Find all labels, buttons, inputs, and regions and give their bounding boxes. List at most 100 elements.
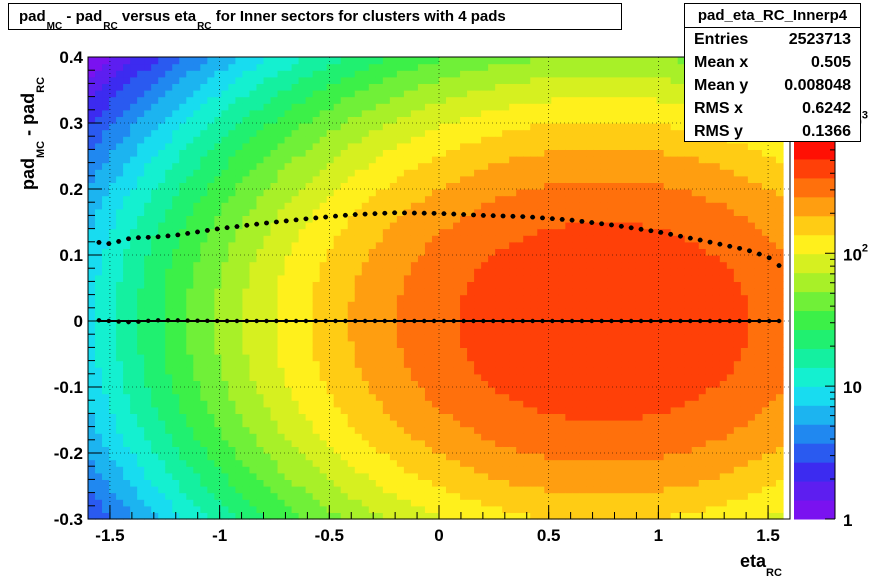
heatmap-cell	[277, 406, 286, 414]
heatmap-cell	[361, 70, 370, 78]
heatmap-cell	[158, 446, 166, 454]
heatmap-cell	[460, 420, 468, 428]
heatmap-cell	[502, 472, 510, 480]
heatmap-cell	[263, 505, 272, 513]
heatmap-cell	[123, 63, 131, 71]
heatmap-cell	[382, 426, 391, 434]
heatmap-cell	[193, 76, 201, 84]
heatmap-cell	[242, 123, 251, 131]
heatmap-cell	[572, 142, 580, 150]
heatmap-cell	[179, 208, 187, 216]
heatmap-cell	[354, 222, 363, 230]
heatmap-cell	[460, 241, 468, 249]
heatmap-cell	[298, 281, 307, 289]
heatmap-cell	[572, 149, 580, 157]
heatmap-cell	[270, 472, 279, 480]
heatmap-cell	[144, 248, 152, 256]
heatmap-cell	[551, 406, 559, 414]
heatmap-cell	[495, 261, 503, 269]
heatmap-cell	[389, 235, 398, 243]
heatmap-cell	[460, 360, 468, 368]
heatmap-cell	[319, 314, 328, 322]
heatmap-cell	[502, 486, 510, 494]
heatmap-cell	[572, 274, 580, 282]
heatmap-cell	[116, 301, 124, 309]
heatmap-cell	[565, 413, 573, 421]
heatmap-cell	[417, 189, 426, 197]
heatmap-cell	[270, 136, 279, 144]
heatmap-cell	[109, 380, 117, 388]
heatmap-cell	[312, 406, 321, 414]
heatmap-cell	[151, 281, 159, 289]
heatmap-cell	[347, 274, 356, 282]
heatmap-cell	[270, 156, 279, 164]
heatmap-cell	[130, 76, 138, 84]
heatmap-cell	[530, 367, 538, 375]
heatmap-cell	[481, 340, 489, 348]
heatmap-cell	[396, 393, 405, 401]
heatmap-cell	[410, 195, 419, 203]
heatmap-cell	[319, 83, 328, 91]
heatmap-cell	[453, 373, 461, 381]
heatmap-cell	[95, 367, 103, 375]
heatmap-cell	[88, 472, 96, 480]
heatmap-cell	[586, 466, 595, 474]
heatmap-cell	[256, 268, 265, 276]
heatmap-cell	[551, 235, 559, 243]
heatmap-cell	[417, 446, 426, 454]
heatmap-cell	[144, 129, 152, 137]
heatmap-cell	[558, 301, 566, 309]
heatmap-cell	[375, 248, 384, 256]
heatmap-cell	[544, 354, 552, 362]
heatmap-cell	[256, 248, 265, 256]
heatmap-cell	[551, 453, 559, 461]
heatmap-cell	[509, 255, 517, 263]
heatmap-cell	[537, 222, 545, 230]
heatmap-cell	[424, 195, 433, 203]
heatmap-cell	[249, 123, 258, 131]
heatmap-cell	[130, 83, 138, 91]
heatmap-cell	[130, 453, 138, 461]
heatmap-cell	[396, 472, 405, 480]
heatmap-cell	[565, 195, 573, 203]
heatmap-cell	[530, 459, 538, 467]
heatmap-cell	[579, 76, 588, 84]
heatmap-cell	[249, 142, 258, 150]
heatmap-cell	[249, 57, 258, 65]
heatmap-cell	[579, 367, 588, 375]
heatmap-cell	[284, 486, 293, 494]
heatmap-cell	[396, 268, 405, 276]
heatmap-cell	[326, 479, 335, 487]
heatmap-cell	[403, 116, 412, 124]
heatmap-cell	[123, 123, 131, 131]
heatmap-cell	[214, 307, 222, 315]
heatmap-cell	[249, 486, 258, 494]
heatmap-cell	[123, 327, 131, 335]
heatmap-cell	[165, 459, 173, 467]
heatmap-cell	[158, 472, 166, 480]
heatmap-cell	[95, 169, 103, 177]
heatmap-cell	[319, 162, 328, 170]
heatmap-cell	[410, 222, 419, 230]
heatmap-cell	[270, 327, 279, 335]
heatmap-cell	[424, 439, 433, 447]
heatmap-cell	[277, 222, 286, 230]
heatmap-cell	[403, 354, 412, 362]
heatmap-cell	[502, 479, 510, 487]
heatmap-cell	[137, 255, 145, 263]
heatmap-cell	[368, 162, 377, 170]
heatmap-cell	[221, 255, 229, 263]
heatmap-cell	[228, 512, 237, 520]
heatmap-cell	[340, 162, 349, 170]
heatmap-cell	[151, 413, 159, 421]
heatmap-cell	[403, 241, 412, 249]
heatmap-cell	[165, 479, 173, 487]
heatmap-cell	[551, 288, 559, 296]
heatmap-cell	[530, 505, 538, 513]
heatmap-cell	[474, 142, 482, 150]
heatmap-cell	[530, 479, 538, 487]
heatmap-cell	[439, 400, 447, 408]
heatmap-cell	[291, 116, 300, 124]
heatmap-cell	[333, 334, 342, 342]
heatmap-cell	[298, 420, 307, 428]
